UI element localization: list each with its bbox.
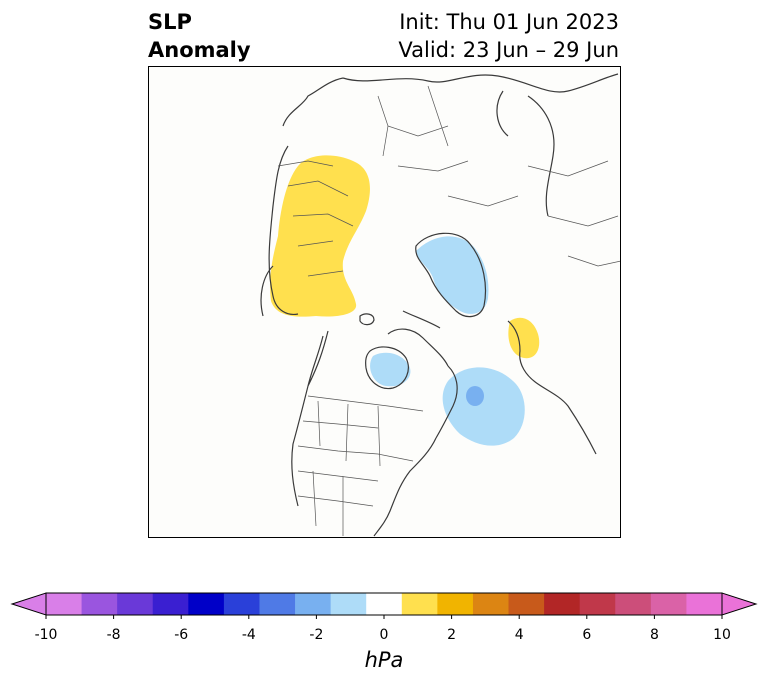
iceland <box>359 313 375 326</box>
colorbar-cell <box>188 593 225 615</box>
colorbar-extend-high <box>721 592 758 616</box>
valid-range: Valid: 23 Jun – 29 Jun <box>398 38 619 62</box>
colorbar-cell <box>472 593 510 615</box>
colorbar: -10 -8 -6 -4 -2 0 2 4 6 8 10 hPa <box>10 592 758 672</box>
colorbar-cell <box>330 593 367 615</box>
colorbar-cell <box>223 593 260 615</box>
coastlines <box>260 73 619 537</box>
arctic-islands <box>496 90 555 217</box>
colorbar-cell <box>366 593 403 615</box>
colorbar-tick-label: 10 <box>713 627 731 643</box>
title-line-2: Anomaly <box>148 38 251 62</box>
border-lines-north-america <box>297 395 424 536</box>
colorbar-tick-label: -10 <box>35 627 58 643</box>
colorbar-tick-label: -8 <box>107 627 121 643</box>
europe-coast <box>260 77 344 317</box>
negative-core-north-atlantic <box>466 386 484 406</box>
colorbar-cell <box>544 593 581 615</box>
colorbar-tick-label: 2 <box>447 627 456 643</box>
positive-anomaly-alaska <box>508 317 540 359</box>
border-lines-europe <box>277 125 519 277</box>
colorbar-tick-label: 6 <box>582 627 591 643</box>
colorbar-tick-label: -4 <box>242 627 256 643</box>
colorbar-extend-low <box>10 592 47 616</box>
greenland-coast <box>415 232 487 318</box>
colorbar-cell <box>152 593 189 615</box>
map-background <box>148 66 621 538</box>
map-frame <box>148 66 621 538</box>
negative-anomaly-north-atlantic <box>442 367 525 446</box>
colorbar-unit: hPa <box>365 648 404 672</box>
colorbar-cell <box>615 593 652 615</box>
colorbar-cell <box>437 593 474 615</box>
map-panel <box>148 66 621 538</box>
colorbar-cell <box>686 593 723 615</box>
negative-anomaly-hudson-bay <box>370 352 411 387</box>
colorbar-tick-label: 8 <box>650 627 659 643</box>
north-america-east <box>373 437 437 537</box>
chart-title: SLP Anomaly <box>148 8 251 64</box>
title-line-1: SLP <box>148 10 192 34</box>
colorbar-tick-label: -2 <box>309 627 323 643</box>
colorbar-tick-label: 0 <box>380 627 389 643</box>
colorbar-cell <box>117 593 154 615</box>
colorbar-cell <box>259 593 296 615</box>
north-america-arctic <box>387 310 458 439</box>
init-date: Init: Thu 01 Jun 2023 <box>399 10 619 34</box>
colorbar-cells <box>10 592 758 616</box>
colorbar-tick-label: -6 <box>174 627 188 643</box>
colorbar-ticks: -10 -8 -6 -4 -2 0 2 4 6 8 10 <box>35 615 731 643</box>
colorbar-tick-label: 4 <box>515 627 524 643</box>
colorbar-cell <box>650 593 687 615</box>
colorbar-cell <box>46 593 83 615</box>
north-america-west <box>291 330 329 507</box>
colorbar-cell <box>579 593 616 615</box>
colorbar-cell <box>81 593 118 615</box>
anomaly-layer <box>270 155 540 446</box>
positive-anomaly-europe <box>270 155 370 317</box>
border-lines-asia <box>377 85 621 267</box>
colorbar-cell <box>508 593 545 615</box>
alaska-coast <box>507 320 597 455</box>
negative-anomaly-greenland <box>416 236 489 314</box>
colorbar-cell <box>295 593 332 615</box>
asia-coast <box>342 73 619 93</box>
colorbar-cell <box>401 593 438 615</box>
date-info: Init: Thu 01 Jun 2023 Valid: 23 Jun – 29… <box>398 8 619 64</box>
country-borders <box>277 85 621 536</box>
hudson-bay <box>365 346 409 390</box>
